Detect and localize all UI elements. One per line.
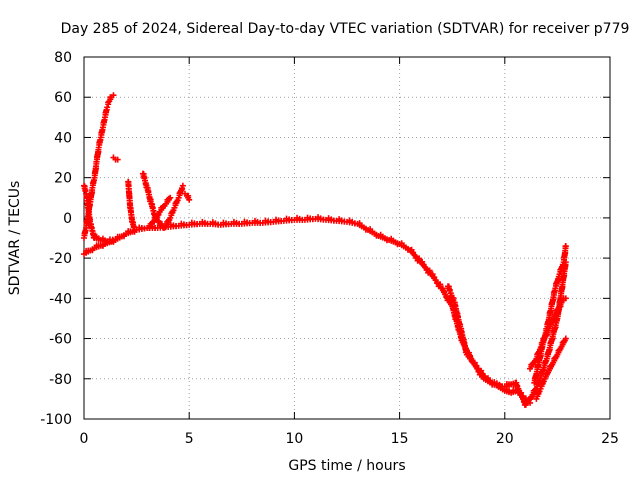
data-point-arc-4 xyxy=(179,182,186,189)
data-point-arc-4 xyxy=(165,217,172,224)
data-point-late-drop xyxy=(516,387,523,394)
data-point-main-trend xyxy=(439,285,446,292)
data-point-early-drop xyxy=(112,237,119,244)
y-tick-label: -60 xyxy=(49,332,72,348)
y-tick-label: 40 xyxy=(54,130,72,146)
y-tick-label: -20 xyxy=(49,251,72,267)
data-point-late-rise-c xyxy=(543,332,550,339)
y-tick-label: -40 xyxy=(49,291,72,307)
data-point-patch-1p5 xyxy=(114,156,121,163)
x-tick-label: 5 xyxy=(185,431,194,447)
grid-lines xyxy=(84,57,610,419)
data-point-late-rise-c xyxy=(550,317,557,324)
x-tick-label: 20 xyxy=(496,431,514,447)
data-point-main-trend xyxy=(429,271,436,278)
data-point-late-drop xyxy=(450,295,457,302)
x-tick-label: 0 xyxy=(80,431,89,447)
data-point-main-trend xyxy=(437,281,444,288)
data-point-main-trend xyxy=(513,379,520,386)
data-point-arc-4 xyxy=(179,186,186,193)
data-point-late-rise-c xyxy=(537,346,544,353)
tick-marks xyxy=(83,56,611,420)
data-point-patch-5 xyxy=(186,196,193,203)
data-points xyxy=(81,92,569,408)
y-tick-label: 60 xyxy=(54,90,72,106)
data-point-late-rise-b xyxy=(560,338,567,345)
data-point-late-drop xyxy=(465,351,472,358)
data-point-late-drop xyxy=(473,362,480,369)
data-point-late-rise-c xyxy=(544,331,551,338)
data-point-late-drop xyxy=(478,367,485,374)
data-point-late-rise-b xyxy=(562,335,569,342)
x-tick-label: 10 xyxy=(285,431,303,447)
data-point-early-rise xyxy=(110,92,117,99)
data-point-late-rise-a xyxy=(559,262,566,269)
data-point-late-drop xyxy=(445,283,452,290)
data-point-arc-2 xyxy=(131,226,138,233)
data-point-main-trend xyxy=(514,382,521,389)
data-point-patch-5 xyxy=(185,192,192,199)
data-point-arc-3p5 xyxy=(155,211,162,218)
data-point-main-trend xyxy=(416,255,423,262)
x-axis-ticks: 0 5 10 15 20 25 xyxy=(80,431,619,447)
data-point-late-rise-c xyxy=(562,295,569,302)
x-axis-label: GPS time / hours xyxy=(288,458,405,474)
y-axis-label: SDTVAR / TECUs xyxy=(7,181,23,296)
data-point-late-rise-b xyxy=(556,346,563,353)
data-point-early-rise xyxy=(104,104,111,111)
data-point-late-rise-b xyxy=(543,370,550,377)
y-tick-label: 0 xyxy=(63,211,72,227)
data-point-late-rise-c xyxy=(532,358,539,365)
chart-title: Day 285 of 2024, Sidereal Day-to-day VTE… xyxy=(61,21,630,37)
data-point-main-trend xyxy=(431,274,438,281)
data-point-main-trend xyxy=(441,288,448,295)
y-tick-label: -100 xyxy=(40,412,72,428)
data-point-late-rise-c xyxy=(556,304,563,311)
data-point-late-drop xyxy=(527,399,534,406)
data-point-late-drop xyxy=(517,390,524,397)
data-point-early-rise xyxy=(105,99,112,106)
data-point-late-rise-b xyxy=(552,354,559,361)
y-tick-label: 80 xyxy=(54,50,72,66)
data-point-late-drop xyxy=(471,359,478,366)
data-point-main-trend xyxy=(426,267,433,274)
data-point-late-rise-c xyxy=(549,318,556,325)
data-point-late-drop xyxy=(467,354,474,361)
x-tick-label: 25 xyxy=(601,431,619,447)
y-tick-label: 20 xyxy=(54,171,72,187)
data-point-late-rise-c xyxy=(557,303,564,310)
data-point-late-drop xyxy=(479,370,486,377)
data-point-late-drop xyxy=(446,286,453,293)
data-point-late-rise-b xyxy=(548,362,555,369)
y-axis-ticks: -100 -80 -60 -40 -20 0 20 40 60 80 xyxy=(40,50,72,428)
data-point-arc-3p5 xyxy=(167,194,174,201)
data-point-arc-3 xyxy=(158,220,165,227)
data-point-arc-3 xyxy=(155,217,162,224)
x-tick-label: 15 xyxy=(391,431,409,447)
data-point-late-rise-a xyxy=(562,243,569,250)
y-tick-label: -80 xyxy=(49,372,72,388)
